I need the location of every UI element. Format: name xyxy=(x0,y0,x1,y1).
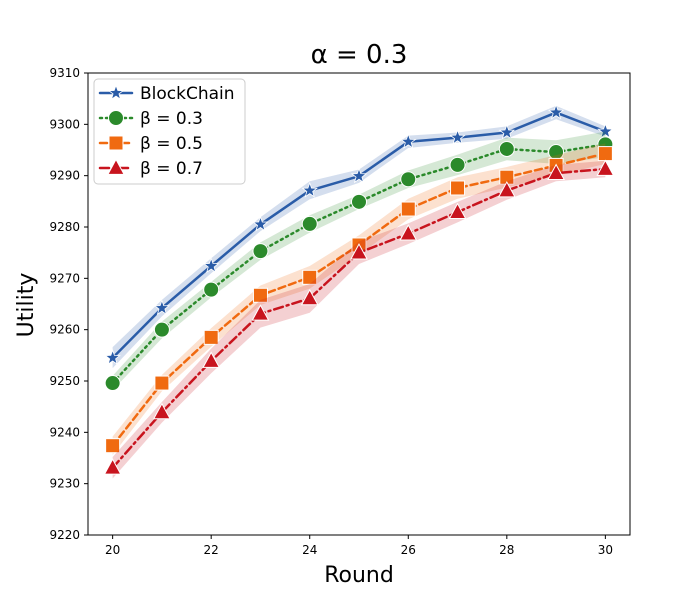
legend-label: β = 0.7 xyxy=(140,159,203,179)
legend-label: BlockChain xyxy=(140,84,235,104)
x-tick-label: 24 xyxy=(302,543,317,557)
legend-entry: β = 0.7 xyxy=(98,158,203,179)
series--0-7 xyxy=(103,159,615,479)
data-point xyxy=(252,243,269,260)
x-tick-label: 20 xyxy=(105,543,120,557)
x-tick-label: 30 xyxy=(598,543,613,557)
data-point xyxy=(301,215,318,232)
data-point xyxy=(547,163,566,180)
y-tick-label: 9270 xyxy=(49,271,80,285)
data-point xyxy=(301,181,318,198)
y-tick-label: 9280 xyxy=(49,220,80,234)
legend-marker xyxy=(108,110,124,126)
x-axis-label: Round xyxy=(324,563,394,588)
data-point xyxy=(350,167,368,184)
data-point xyxy=(153,321,170,338)
data-point xyxy=(105,438,121,454)
plot-area xyxy=(103,103,615,479)
data-point xyxy=(202,351,221,368)
data-point xyxy=(252,215,269,232)
data-point xyxy=(450,180,466,196)
data-point xyxy=(400,133,417,149)
data-point xyxy=(252,287,268,303)
data-point xyxy=(498,123,516,140)
data-point xyxy=(203,281,220,298)
series--0-3 xyxy=(104,131,614,392)
y-tick-label: 9250 xyxy=(49,374,80,388)
data-point xyxy=(152,402,171,420)
data-point xyxy=(400,201,416,217)
data-point xyxy=(153,299,171,316)
legend-marker xyxy=(107,158,125,175)
data-point xyxy=(399,224,418,241)
legend: BlockChain β = 0.3 β = 0.5 β = 0.7 xyxy=(93,78,246,185)
y-tick-label: 9240 xyxy=(49,425,80,439)
data-point xyxy=(202,257,220,274)
axes-frame xyxy=(87,72,631,536)
x-tick-label: 28 xyxy=(499,543,514,557)
axes: 20 22 24 26 28 30 9220 9230 9240 9250 9260 9270 9280… xyxy=(49,66,631,557)
data-point xyxy=(498,140,515,157)
data-point xyxy=(448,202,467,219)
legend-entry: β = 0.5 xyxy=(98,134,203,154)
data-point xyxy=(300,288,319,306)
legend-marker xyxy=(107,84,125,101)
data-point xyxy=(497,181,516,198)
legend-label: β = 0.5 xyxy=(140,134,203,154)
legend-marker xyxy=(108,135,124,151)
data-point xyxy=(449,129,466,145)
data-point xyxy=(351,193,367,210)
data-point xyxy=(302,269,318,285)
data-point xyxy=(400,171,417,188)
y-tick-label: 9310 xyxy=(49,66,80,80)
x-tick-label: 22 xyxy=(204,543,219,557)
legend-box xyxy=(93,78,246,185)
data-point xyxy=(104,349,121,365)
y-tick-label: 9230 xyxy=(49,477,80,491)
data-point xyxy=(597,122,614,139)
data-point xyxy=(449,156,466,173)
data-point xyxy=(597,146,613,162)
data-point xyxy=(350,243,368,260)
data-point xyxy=(596,159,615,176)
legend-label: β = 0.3 xyxy=(140,109,203,129)
data-point xyxy=(203,329,219,345)
y-tick-label: 9220 xyxy=(49,528,80,542)
series-blockchain xyxy=(104,103,614,369)
legend-entry: BlockChain xyxy=(98,84,235,104)
data-point xyxy=(103,458,122,475)
data-point xyxy=(251,304,270,321)
legend-entry: β = 0.3 xyxy=(98,109,203,129)
y-tick-label: 9260 xyxy=(49,323,80,337)
data-point xyxy=(104,375,121,392)
y-axis-label: Utility xyxy=(14,273,39,338)
y-tick-label: 9290 xyxy=(49,169,80,183)
chart-title: α = 0.3 xyxy=(311,40,408,70)
y-tick-label: 9300 xyxy=(49,117,80,131)
data-point xyxy=(154,375,170,391)
x-tick-label: 26 xyxy=(401,543,416,557)
data-point xyxy=(547,103,565,120)
